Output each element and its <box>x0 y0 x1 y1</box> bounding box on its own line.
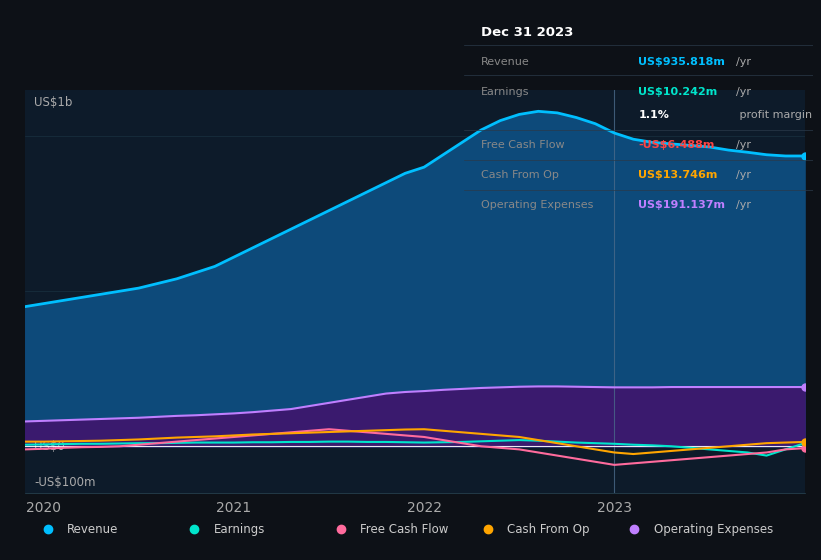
Text: -US$6.488m: -US$6.488m <box>639 140 715 150</box>
Text: /yr: /yr <box>736 87 751 97</box>
Text: Revenue: Revenue <box>67 522 118 536</box>
Text: /yr: /yr <box>736 200 751 210</box>
Text: Dec 31 2023: Dec 31 2023 <box>481 26 574 39</box>
Text: Revenue: Revenue <box>481 57 530 67</box>
Text: 1.1%: 1.1% <box>639 110 669 120</box>
Text: US$191.137m: US$191.137m <box>639 200 725 210</box>
Text: US$13.746m: US$13.746m <box>639 170 718 180</box>
Text: Earnings: Earnings <box>481 87 530 97</box>
Text: Earnings: Earnings <box>213 522 265 536</box>
Text: US$935.818m: US$935.818m <box>639 57 725 67</box>
Text: -US$100m: -US$100m <box>34 476 95 489</box>
Text: /yr: /yr <box>736 57 751 67</box>
Text: profit margin: profit margin <box>736 110 812 120</box>
Text: US$0: US$0 <box>34 440 65 453</box>
Text: US$1b: US$1b <box>34 96 72 109</box>
Text: Cash From Op: Cash From Op <box>481 170 559 180</box>
Text: Cash From Op: Cash From Op <box>507 522 589 536</box>
Text: /yr: /yr <box>736 170 751 180</box>
Text: /yr: /yr <box>736 140 751 150</box>
Text: Free Cash Flow: Free Cash Flow <box>360 522 449 536</box>
Text: Operating Expenses: Operating Expenses <box>481 200 594 210</box>
Text: Operating Expenses: Operating Expenses <box>654 522 773 536</box>
Text: US$10.242m: US$10.242m <box>639 87 718 97</box>
Text: Free Cash Flow: Free Cash Flow <box>481 140 565 150</box>
